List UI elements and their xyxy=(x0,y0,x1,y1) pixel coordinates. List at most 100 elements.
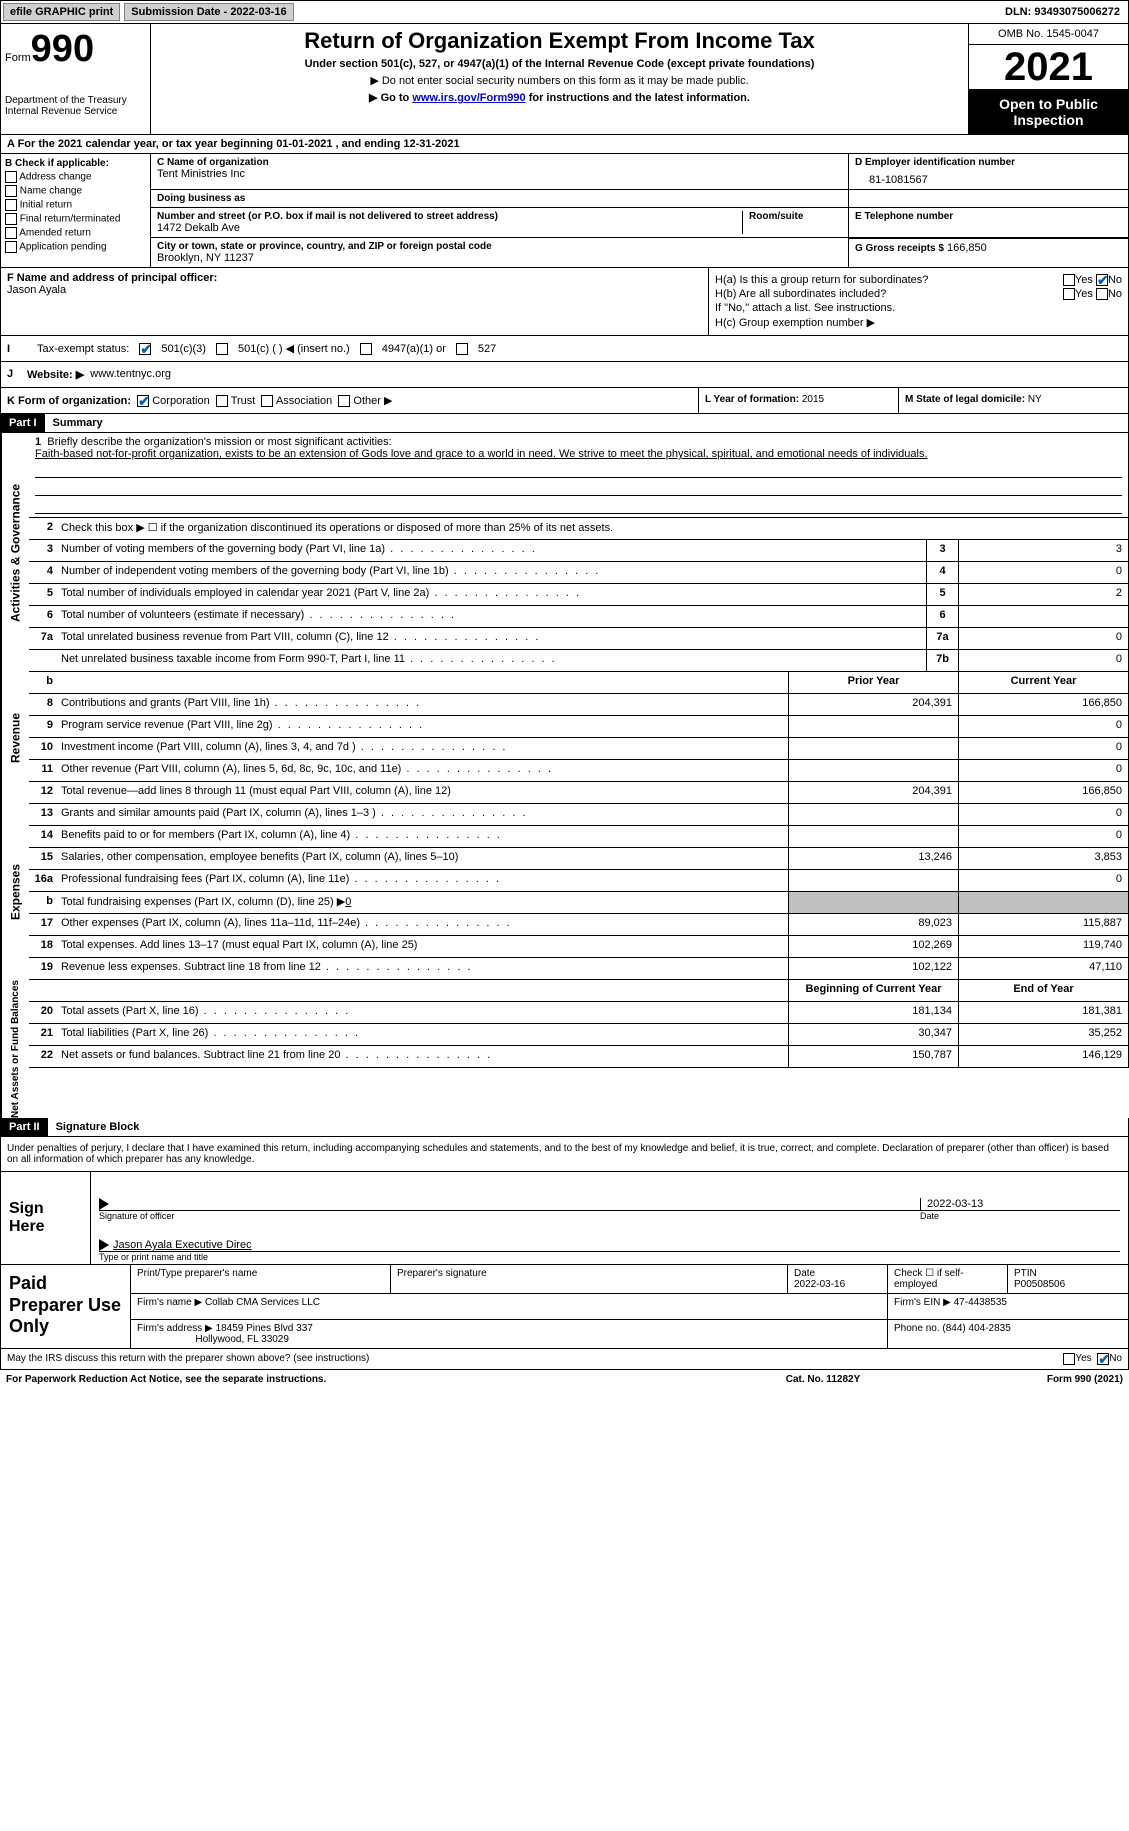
omb-number: OMB No. 1545-0047 xyxy=(969,24,1128,45)
prep-h5: PTINP00508506 xyxy=(1008,1265,1128,1293)
open-inspection: Open to Public Inspection xyxy=(969,90,1128,134)
k-other[interactable] xyxy=(338,395,350,407)
addr-val: 1472 Dekalb Ave xyxy=(157,222,742,234)
g-cell: G Gross receipts $ 166,850 xyxy=(848,238,1128,267)
c-name-val: Tent Ministries Inc xyxy=(157,168,842,180)
p1-1-lbl: Briefly describe the organization's miss… xyxy=(47,436,391,448)
footer-center: Cat. No. 11282Y xyxy=(723,1374,923,1385)
prep-h4[interactable]: Check ☐ if self-employed xyxy=(888,1265,1008,1293)
discuss-no[interactable] xyxy=(1097,1353,1109,1365)
submission-button[interactable]: Submission Date - 2022-03-16 xyxy=(124,3,293,21)
website-row: J Website: ▶ www.tentnyc.org xyxy=(0,362,1129,388)
d-cell: D Employer identification number 81-1081… xyxy=(848,154,1128,189)
b-opt-name[interactable]: Name change xyxy=(5,185,146,197)
b-label: B Check if applicable: xyxy=(5,158,146,169)
ha-yes[interactable] xyxy=(1063,274,1075,286)
k-cell: K Form of organization: Corporation Trus… xyxy=(1,388,698,413)
tax-exempt-row: I Tax-exempt status: 501(c)(3) 501(c) ( … xyxy=(0,336,1129,362)
prep-label: Paid Preparer Use Only xyxy=(1,1265,131,1348)
city-val: Brooklyn, NY 11237 xyxy=(157,252,842,264)
i-501c3[interactable] xyxy=(139,343,151,355)
vlabel-gov: Activities & Governance xyxy=(1,433,29,672)
dept-text: Department of the Treasury Internal Reve… xyxy=(5,95,146,117)
d-spacer xyxy=(848,190,1128,207)
name-title-lbl: Type or print name and title xyxy=(99,1252,1120,1262)
firm-ein: 47-4438535 xyxy=(954,1297,1007,1308)
header-sub3: ▶ Go to www.irs.gov/Form990 for instruct… xyxy=(155,91,964,104)
addr-cell: Number and street (or P.O. box if mail i… xyxy=(151,208,848,237)
sign-here-label: Sign Here xyxy=(1,1172,91,1264)
i-4947[interactable] xyxy=(360,343,372,355)
officer-name: Jason Ayala Executive Direc xyxy=(113,1239,252,1251)
paid-preparer: Paid Preparer Use Only Print/Type prepar… xyxy=(0,1265,1129,1349)
hc-lbl: H(c) Group exemption number ▶ xyxy=(715,316,875,329)
header-sub1: Under section 501(c), 527, or 4947(a)(1)… xyxy=(155,58,964,70)
k-corp[interactable] xyxy=(137,395,149,407)
b-opt-pending[interactable]: Application pending xyxy=(5,241,146,253)
city-lbl: City or town, state or province, country… xyxy=(157,241,842,252)
col-b: B Check if applicable: Address change Na… xyxy=(1,154,151,267)
i-527[interactable] xyxy=(456,343,468,355)
firm-addr2: Hollywood, FL 33029 xyxy=(195,1334,289,1345)
netassets-section: Net Assets or Fund Balances Beginning of… xyxy=(0,980,1129,1118)
hb-lbl: H(b) Are all subordinates included? xyxy=(715,288,1063,300)
form-number: 990 xyxy=(31,28,94,70)
mission-text: Faith-based not-for-profit organization,… xyxy=(35,448,1122,460)
efile-button[interactable]: efile GRAPHIC print xyxy=(3,3,120,21)
prep-h3: Date2022-03-16 xyxy=(788,1265,888,1293)
l-cell: L Year of formation: 2015 xyxy=(698,388,898,413)
i-lbl: Tax-exempt status: xyxy=(37,343,129,355)
form-title: Return of Organization Exempt From Incom… xyxy=(155,28,964,54)
k-trust[interactable] xyxy=(216,395,228,407)
firm-phone: (844) 404-2835 xyxy=(942,1323,1010,1334)
c-name-cell: C Name of organization Tent Ministries I… xyxy=(151,154,848,189)
top-bar: efile GRAPHIC print Submission Date - 20… xyxy=(0,0,1129,24)
sign-date: 2022-03-13 xyxy=(920,1198,1120,1210)
hb-yes[interactable] xyxy=(1063,288,1075,300)
k-assoc[interactable] xyxy=(261,395,273,407)
part2-title: Signature Block xyxy=(48,1118,148,1136)
p1-2-text: Check this box ▶ ☐ if the organization d… xyxy=(57,518,1128,539)
part1-header: Part I Summary xyxy=(0,414,1129,433)
vlabel-rev: Revenue xyxy=(1,672,29,804)
header-right: OMB No. 1545-0047 2021 Open to Public In… xyxy=(968,24,1128,134)
part2-header: Part II Signature Block xyxy=(0,1118,1129,1137)
hb-no[interactable] xyxy=(1096,288,1108,300)
header-sub2: ▶ Do not enter social security numbers o… xyxy=(155,74,964,87)
ha-lbl: H(a) Is this a group return for subordin… xyxy=(715,274,1063,286)
page-footer: For Paperwork Reduction Act Notice, see … xyxy=(0,1370,1129,1389)
b-opt-amended[interactable]: Amended return xyxy=(5,227,146,239)
e-lbl: E Telephone number xyxy=(855,211,1122,222)
m-cell: M State of legal domicile: NY xyxy=(898,388,1128,413)
vlabel-na: Net Assets or Fund Balances xyxy=(1,980,29,1118)
activities-section: Activities & Governance 1 Briefly descri… xyxy=(0,433,1129,672)
b-opt-final[interactable]: Final return/terminated xyxy=(5,213,146,225)
part2-badge: Part II xyxy=(1,1118,48,1136)
c-name-lbl: C Name of organization xyxy=(157,157,842,168)
row-a: A For the 2021 calendar year, or tax yea… xyxy=(0,135,1129,154)
i-501c[interactable] xyxy=(216,343,228,355)
arrow-icon xyxy=(99,1198,109,1210)
dba-lbl: Doing business as xyxy=(157,193,842,204)
ha-no[interactable] xyxy=(1096,274,1108,286)
room-lbl: Room/suite xyxy=(749,211,842,222)
sub3-pre: ▶ Go to xyxy=(369,92,412,104)
f-lbl: F Name and address of principal officer: xyxy=(7,272,702,284)
discuss-yes[interactable] xyxy=(1063,1353,1075,1365)
city-cell: City or town, state or province, country… xyxy=(151,238,848,267)
prep-h2: Preparer's signature xyxy=(391,1265,788,1293)
firm-addr1: 18459 Pines Blvd 337 xyxy=(216,1323,313,1334)
revenue-section: Revenue bPrior YearCurrent Year 8Contrib… xyxy=(0,672,1129,804)
g-lbl: G Gross receipts $ xyxy=(855,243,944,254)
irs-link[interactable]: www.irs.gov/Form990 xyxy=(412,92,525,104)
b-opt-initial[interactable]: Initial return xyxy=(5,199,146,211)
expenses-section: Expenses 13Grants and similar amounts pa… xyxy=(0,804,1129,980)
h-cell: H(a) Is this a group return for subordin… xyxy=(708,268,1128,335)
b-opt-address[interactable]: Address change xyxy=(5,171,146,183)
d-lbl: D Employer identification number xyxy=(855,157,1122,168)
header-left: Form990 Department of the Treasury Inter… xyxy=(1,24,151,134)
hb-note: If "No," attach a list. See instructions… xyxy=(715,302,895,314)
klm-row: K Form of organization: Corporation Trus… xyxy=(0,388,1129,414)
g-val: 166,850 xyxy=(947,242,987,254)
section-fh: F Name and address of principal officer:… xyxy=(0,268,1129,336)
